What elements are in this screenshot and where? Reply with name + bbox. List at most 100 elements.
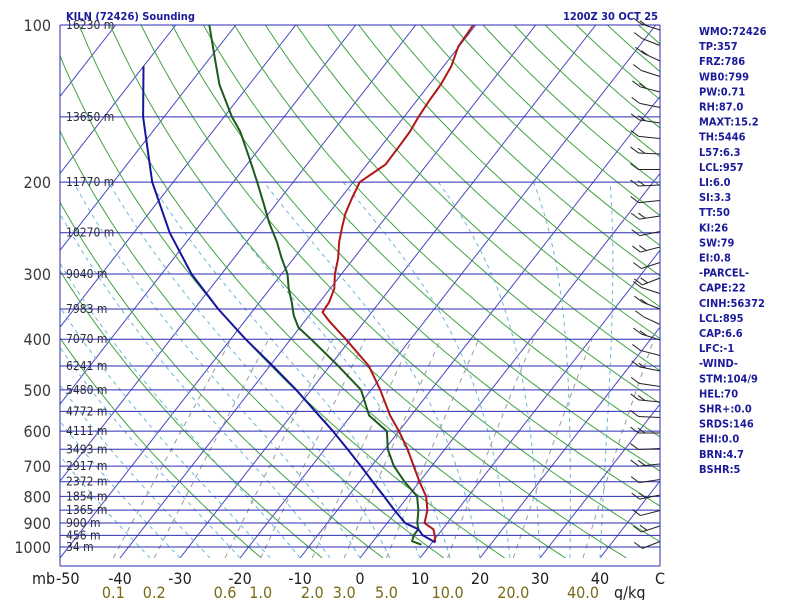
- index-item: MAXT:15.2: [699, 116, 759, 129]
- wind-barb: [630, 410, 661, 418]
- moist-adiabat-line: [437, 181, 541, 558]
- mixing-ratio-tick-label: 10.0: [432, 583, 464, 600]
- temperature-tick-label: 30: [531, 569, 549, 588]
- isotherm-line: [60, 25, 357, 405]
- index-item: HEL:70: [699, 387, 738, 400]
- isotherm-line: [359, 172, 660, 558]
- mixing-ratio-line: [311, 338, 413, 558]
- wind-barb: [630, 426, 660, 434]
- isotherm-line: [119, 25, 537, 558]
- isotherm-line: [60, 25, 177, 175]
- mixing-ratio-tick-label: 20.0: [497, 583, 529, 600]
- wind-barb: [632, 281, 661, 294]
- pressure-tick-label: 700: [24, 457, 51, 476]
- isotherm-line: [479, 326, 660, 558]
- isobar-lines: [60, 24, 660, 567]
- mixing-ratio-line: [153, 338, 270, 558]
- index-item: TH:5446: [699, 131, 746, 144]
- wind-barb: [631, 492, 661, 500]
- isotherm-line: [239, 25, 657, 558]
- height-label: 4111 m: [66, 424, 107, 438]
- moist-adiabat-line: [200, 181, 451, 558]
- temperature-tick-label: -10: [288, 569, 312, 588]
- temperature-tick-label: -20: [228, 569, 252, 588]
- wind-barb: [635, 46, 661, 62]
- mixing-ratio-line: [224, 338, 334, 558]
- wind-barb: [630, 212, 661, 220]
- station-title: KILN (72426) Sounding: [66, 10, 195, 23]
- height-label: 2917 m: [66, 459, 107, 473]
- temperature-axis: -50 -40 -30 -20 -10 0 10 20 30 40: [56, 569, 609, 588]
- temperature-axis-unit: C: [655, 569, 665, 588]
- index-item: LCL:957: [699, 161, 744, 174]
- isotherm-line: [60, 25, 237, 252]
- dry-adiabat-line: [202, 25, 660, 472]
- dry-adiabat-line: [109, 25, 627, 558]
- pressure-tick-label: 100: [24, 16, 51, 35]
- moist-adiabat-line: [60, 212, 331, 558]
- wind-barb: [630, 113, 661, 124]
- height-label: 9040 m: [66, 267, 107, 281]
- index-item: LFC:-1: [699, 342, 734, 355]
- mixing-ratio-tick-label: 40.0: [567, 583, 599, 600]
- pressure-tick-label: 400: [24, 330, 51, 349]
- wind-barb: [631, 229, 661, 237]
- dewpoint-trace: [208, 25, 422, 546]
- mixing-ratio-tick-label: 5.0: [375, 583, 398, 600]
- wind-barb: [632, 80, 661, 93]
- height-label: 456 m: [66, 528, 101, 542]
- index-item: BSHR:5: [699, 463, 741, 476]
- wind-barb-column: [630, 17, 661, 558]
- height-label: 1365 m: [66, 503, 107, 517]
- dry-adiabat-line: [296, 25, 660, 372]
- index-item: CAP:6.6: [699, 327, 743, 340]
- index-item: -PARCEL-: [699, 267, 749, 280]
- dry-adiabat-line: [389, 25, 660, 277]
- index-item: BRN:4.7: [699, 448, 744, 461]
- height-label: 16230 m: [66, 18, 114, 32]
- index-item: SI:3.3: [699, 191, 731, 204]
- height-labels: 16230 m 13650 m 11770 m 10270 m 9040 m 7983 m…: [66, 18, 114, 554]
- moist-adiabat-line: [599, 182, 614, 558]
- height-label: 13650 m: [66, 110, 114, 124]
- dry-adiabat-line: [60, 54, 505, 558]
- wind-barb: [632, 344, 661, 356]
- index-item: PW:0.71: [699, 85, 745, 98]
- moist-adiabat-line: [60, 262, 301, 558]
- wind-barb: [631, 360, 661, 372]
- moist-adiabat-line: [149, 181, 421, 558]
- height-label: 11770 m: [66, 175, 114, 189]
- dry-adiabat-line: [264, 25, 660, 404]
- dry-adiabat-line: [171, 25, 660, 507]
- mixing-ratio-tick-label: 1.0: [249, 583, 272, 600]
- moist-adiabat-line: [342, 181, 511, 558]
- dry-adiabat-line: [327, 25, 660, 340]
- index-item: -WIND-: [699, 357, 738, 370]
- mixing-ratio-line: [260, 338, 366, 558]
- moist-adiabat-line: [263, 181, 481, 558]
- wind-barb: [630, 476, 661, 484]
- dry-adiabat-line: [60, 201, 384, 558]
- moist-adiabat-line: [533, 181, 571, 558]
- height-label: 4772 m: [66, 404, 107, 418]
- temperature-trace: [321, 25, 475, 543]
- temperature-tick-label: 0: [355, 569, 364, 588]
- index-item: CAPE:22: [699, 282, 746, 295]
- wind-barb: [630, 459, 661, 467]
- wind-barb: [630, 130, 661, 139]
- index-item: SRDS:146: [699, 418, 754, 431]
- height-label: 10270 m: [66, 226, 114, 240]
- index-item: LCL:895: [699, 312, 744, 325]
- mixing-ratio-tick-label: 0.1: [102, 583, 125, 600]
- mixing-ratio-tick-label: 2.0: [301, 583, 324, 600]
- temperature-tick-label: 10: [411, 569, 429, 588]
- index-item: WB0:799: [699, 70, 749, 83]
- temperature-tick-label: 40: [591, 569, 609, 588]
- dry-adiabat-line: [140, 25, 660, 543]
- index-item: STM:104/9: [699, 372, 758, 385]
- pressure-tick-label: 500: [24, 381, 51, 400]
- temperature-tick-label: -40: [108, 569, 132, 588]
- index-item: KI:26: [699, 221, 728, 234]
- height-label: 2372 m: [66, 475, 107, 489]
